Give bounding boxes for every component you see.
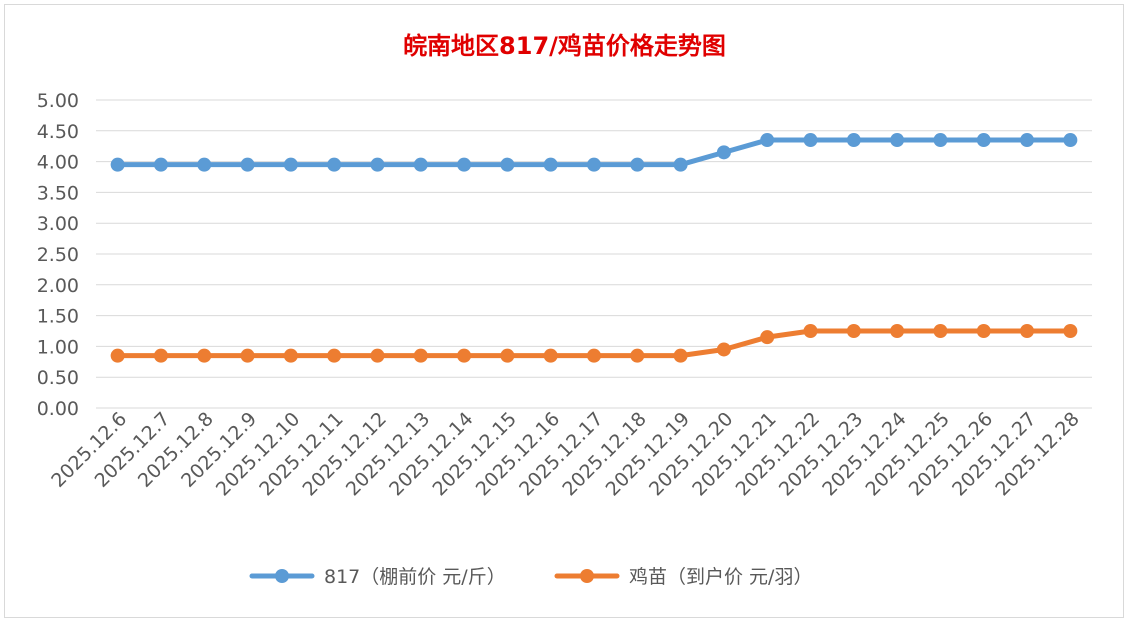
data-point [370, 157, 385, 172]
data-point [716, 145, 731, 160]
y-tick-label: 0.00 [37, 398, 79, 420]
data-point [543, 348, 558, 363]
data-point [1020, 133, 1035, 148]
y-tick-label: 3.50 [37, 182, 79, 204]
data-point [933, 133, 948, 148]
data-point [890, 324, 905, 338]
y-tick-label: 3.00 [37, 213, 79, 235]
y-tick-label: 4.00 [37, 152, 79, 174]
data-point [240, 348, 255, 363]
data-point [543, 157, 558, 172]
data-point [283, 157, 298, 172]
data-point [890, 133, 905, 148]
data-point [846, 324, 861, 338]
y-tick-label: 1.00 [37, 336, 79, 358]
data-point [370, 348, 385, 363]
data-point [673, 157, 688, 172]
data-point [327, 157, 342, 172]
data-point [803, 324, 818, 338]
data-point [673, 348, 688, 363]
data-point [587, 157, 601, 172]
data-point [457, 157, 472, 172]
legend-label: 817（棚前价 元/斤） [324, 566, 506, 588]
data-point [500, 348, 515, 363]
data-point [327, 348, 342, 363]
data-point [587, 348, 601, 363]
data-point [760, 330, 775, 345]
legend-swatch-marker [580, 569, 594, 583]
data-point [283, 348, 298, 363]
legend-swatch-marker [275, 569, 289, 583]
y-tick-label: 5.00 [37, 90, 79, 112]
y-tick-label: 1.50 [37, 306, 79, 328]
data-point [933, 324, 948, 338]
data-point [457, 348, 472, 363]
data-point [630, 157, 645, 172]
data-point [197, 348, 212, 363]
data-point [197, 157, 212, 172]
data-point [716, 342, 731, 357]
data-point [153, 157, 168, 172]
y-tick-label: 0.50 [37, 367, 79, 389]
data-point [1020, 324, 1035, 338]
data-point [413, 348, 428, 363]
data-point [110, 157, 125, 172]
data-point [110, 348, 125, 363]
data-point [153, 348, 168, 363]
chart-area [4, 4, 1124, 618]
chart-title: 皖南地区817/鸡苗价格走势图 [403, 32, 726, 60]
data-point [240, 157, 255, 172]
y-tick-label: 2.00 [37, 275, 79, 297]
data-point [1063, 324, 1078, 338]
data-point [413, 157, 428, 172]
y-tick-label: 4.50 [37, 121, 79, 143]
data-point [976, 133, 991, 148]
data-point [630, 348, 645, 363]
data-point [760, 133, 775, 148]
data-point [976, 324, 991, 338]
data-point [846, 133, 861, 148]
y-tick-label: 2.50 [37, 244, 79, 266]
data-point [803, 133, 818, 148]
data-point [1063, 133, 1078, 148]
data-point [500, 157, 515, 172]
legend-label: 鸡苗（到户价 元/羽） [629, 566, 812, 588]
